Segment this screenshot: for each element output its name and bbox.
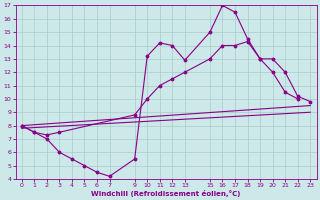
X-axis label: Windchill (Refroidissement éolien,°C): Windchill (Refroidissement éolien,°C) bbox=[91, 190, 241, 197]
